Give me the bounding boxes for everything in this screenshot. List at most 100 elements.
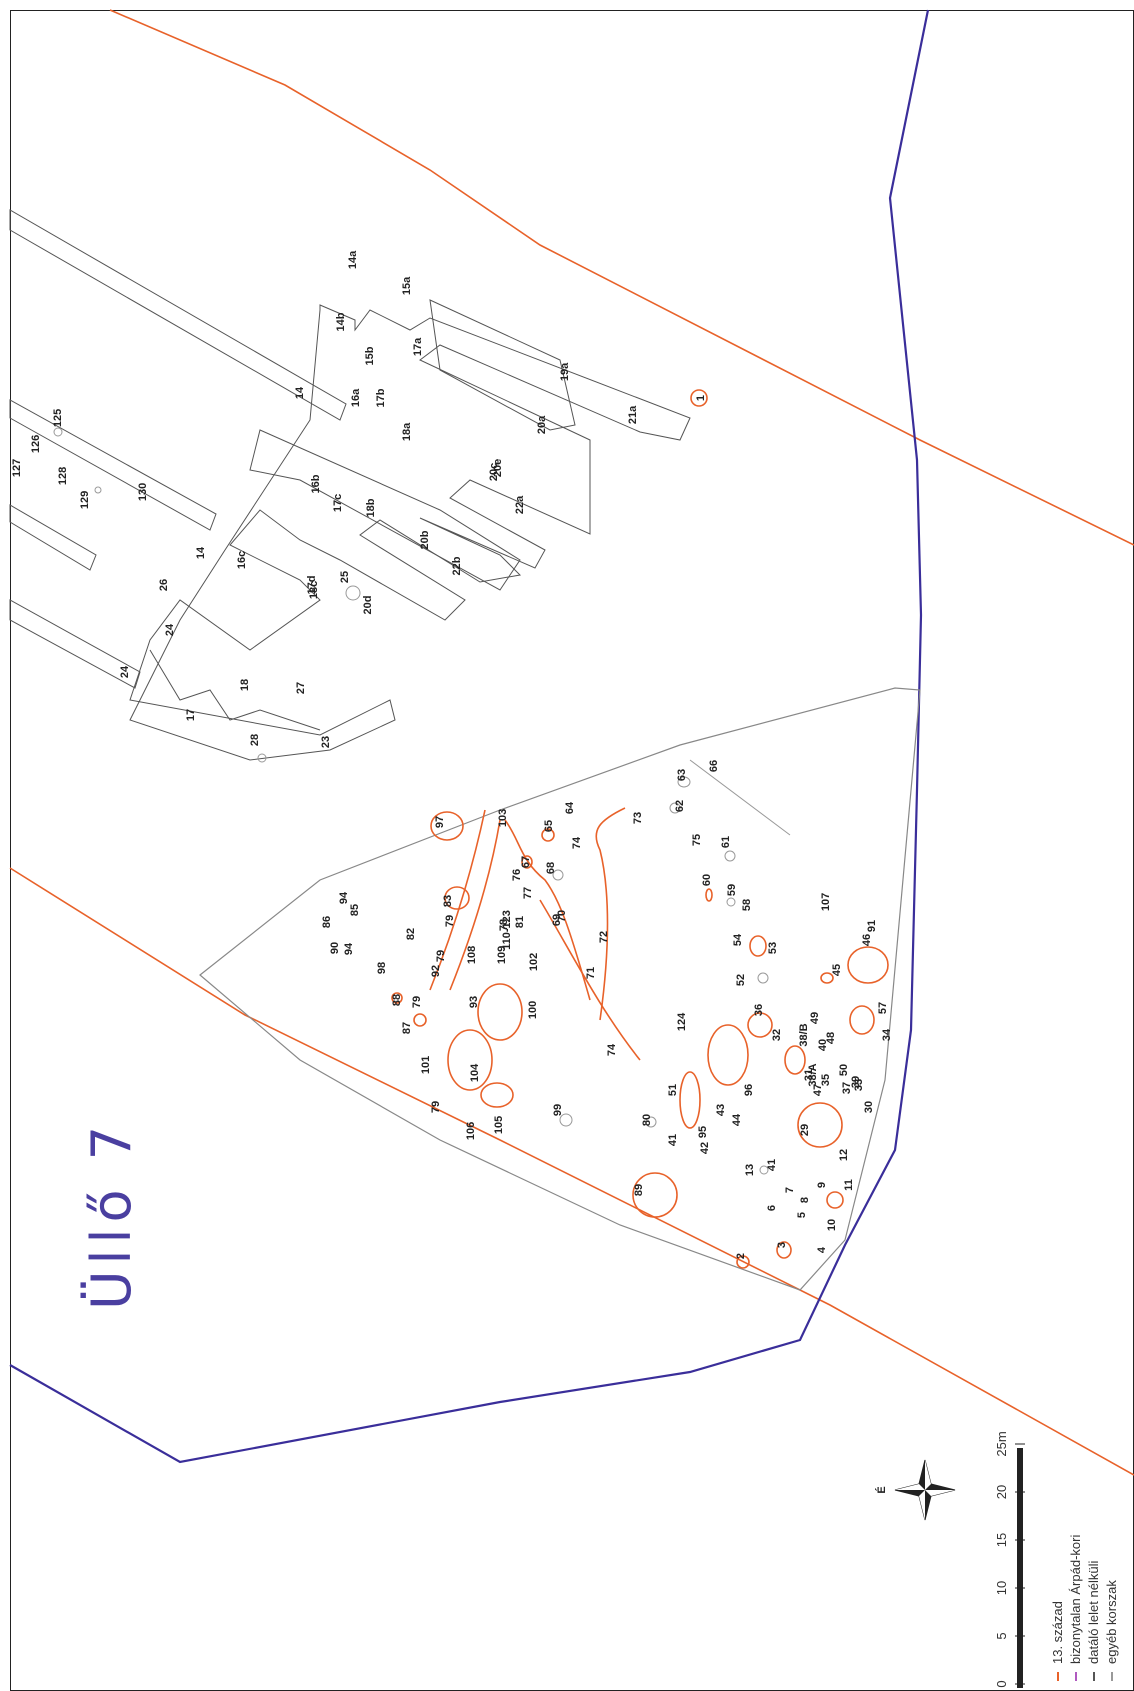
feature-label: 18c: [308, 581, 320, 599]
feature-label: 94: [343, 942, 355, 955]
feature-label: 20d: [362, 596, 374, 615]
feature-label: 21a: [627, 405, 639, 424]
pit-feature-102: [477, 983, 523, 1041]
highway-lines: [9, 9, 1134, 1476]
feature-label: 108: [466, 946, 478, 964]
pit-feature-87: [413, 1013, 427, 1027]
feature-label: 106: [465, 1122, 477, 1140]
feature-label: 58: [741, 899, 753, 911]
feature-label: 19a: [559, 362, 571, 381]
feature-label: 20c: [488, 463, 500, 481]
feature-label: 130: [137, 483, 149, 501]
pit-feature-99: [430, 811, 464, 841]
feature-label: 77: [522, 887, 534, 899]
feature-label: 63: [676, 769, 688, 781]
feature-label: 126: [30, 435, 42, 453]
trench-system: [9, 209, 691, 761]
pit-feature-38: [784, 1045, 806, 1075]
features-undated: [53, 427, 791, 1175]
feature-label: 105: [493, 1116, 505, 1134]
feature-label: 50: [838, 1064, 850, 1076]
feature-label: 25: [339, 571, 351, 583]
pit-feature-13: [759, 1165, 769, 1175]
feature-label: 97: [434, 816, 446, 828]
feature-label: 38/B: [798, 1023, 810, 1046]
feature-label: 103: [497, 809, 509, 827]
feature-label: 52: [735, 974, 747, 986]
feature-label: 60: [701, 874, 713, 886]
pit-feature-89: [632, 1172, 678, 1218]
feature-label: 51: [667, 1084, 679, 1096]
feature-label: 125: [52, 409, 64, 427]
feature-label: 30: [863, 1101, 875, 1113]
pit-feature-53: [749, 935, 767, 957]
feature-label: 38/A: [807, 1063, 819, 1086]
feature-label: 40: [817, 1039, 829, 1051]
compass-star-inner-icon: [919, 1490, 925, 1520]
pit-feature-28: [257, 753, 267, 763]
feature-label: 110-123: [501, 910, 513, 950]
feature-label: 64: [564, 801, 576, 814]
feature-label: 98: [376, 962, 388, 974]
feature-label: 88: [391, 994, 403, 1006]
pit-feature-29: [797, 1102, 843, 1148]
feature-label: 16a: [350, 388, 362, 407]
pit-feature-126: [707, 1024, 749, 1086]
feature-label: 89: [633, 1184, 645, 1196]
scale-tick-label: 20: [994, 1485, 1009, 1499]
pit-feature-36: [747, 1012, 773, 1038]
trench-long-a: [9, 209, 347, 421]
highway-line-south: [9, 867, 1134, 1476]
pit-feature-88: [391, 992, 403, 1004]
trench-long-d: [9, 599, 141, 689]
pit-feature-67: [521, 855, 533, 869]
feature-label: 44: [731, 1113, 743, 1126]
site-title: Üllő 7: [80, 1120, 143, 1310]
feature-label: 33: [853, 1079, 865, 1091]
pit-feature-60: [705, 888, 713, 902]
legend-label: 13. század: [1050, 1601, 1065, 1664]
feature-label: 18b: [365, 498, 377, 517]
pit-feature-10: [826, 1191, 844, 1209]
trench-long-c: [9, 504, 97, 571]
feature-label: 131: [0, 0, 3, 9]
pit-feature-68: [552, 869, 564, 881]
feature-label: 71: [585, 967, 597, 979]
feature-label: 66: [708, 760, 720, 772]
pit-feature-52: [757, 972, 769, 984]
feature-label: 16b: [310, 474, 322, 493]
trench-long-b: [9, 399, 217, 531]
feature-label: 79: [435, 950, 447, 962]
feature-label: 62: [674, 800, 686, 812]
feature-label: 83: [442, 895, 454, 907]
feature-label: 13: [744, 1164, 756, 1176]
pit-feature-107: [480, 1082, 514, 1108]
trench-branch-b: [249, 429, 521, 591]
legend-label: datáló lelet nélküli: [1086, 1561, 1101, 1664]
legend: 13. század bizonytalan Árpád-kori datáló l…: [1050, 1535, 1119, 1681]
compass-star-inner-icon: [925, 1490, 955, 1496]
feature-label: 31: [803, 1069, 815, 1081]
feature-label: 82: [405, 928, 417, 940]
feature-label: 81: [514, 916, 526, 928]
feature-label: 74: [606, 1043, 618, 1056]
feature-label: 6: [766, 1205, 778, 1211]
pit-feature-61: [724, 850, 736, 862]
scale-bar-body: [1017, 1448, 1023, 1688]
feature-label: 26: [158, 579, 170, 591]
feature-label: 14: [195, 546, 207, 559]
feature-label: 12: [838, 1149, 850, 1161]
scale-tick-labels: 0 5 10 15 20 25m: [994, 1431, 1025, 1688]
pit-feature-59: [726, 897, 736, 907]
ditch-feature-73: [595, 807, 626, 1021]
feature-label: 10: [826, 1219, 838, 1231]
feature-label: 72: [598, 931, 610, 943]
feature-label: 45: [831, 964, 843, 976]
pit-feature-63: [677, 776, 691, 788]
ditch-feature-105: [429, 809, 501, 991]
feature-label: 14a: [347, 250, 359, 269]
feature-label: 4: [816, 1246, 828, 1253]
feature-label: 68: [545, 862, 557, 874]
feature-label: 23: [320, 736, 332, 748]
